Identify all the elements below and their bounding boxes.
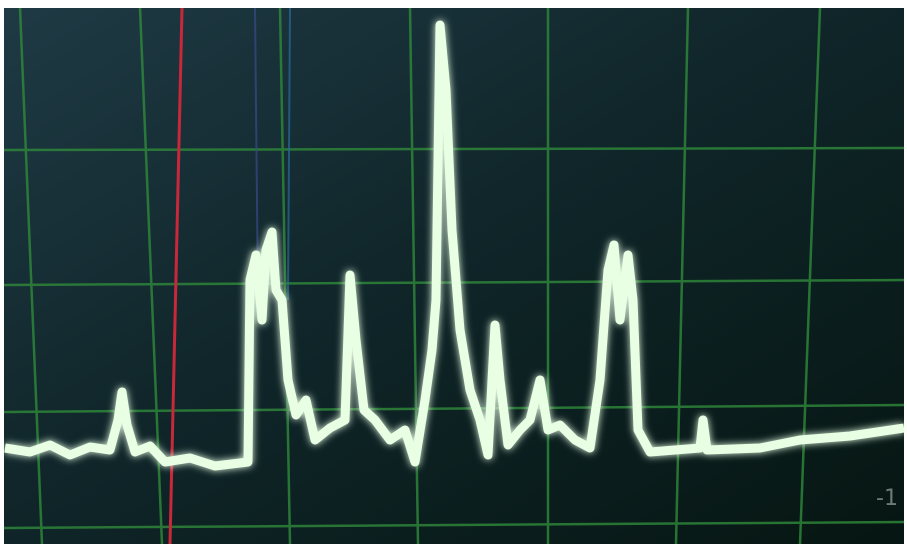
graticule	[3, 7, 905, 545]
marker-line	[168, 7, 184, 545]
grid-line	[18, 7, 44, 545]
grid-line	[798, 7, 822, 545]
grid-line	[3, 146, 905, 152]
corner-label: -1	[876, 486, 898, 511]
grid-line	[674, 7, 690, 545]
grid-line	[278, 7, 292, 545]
marker-line	[287, 7, 291, 301]
spectrum-trace	[4, 20, 905, 471]
grid-line	[3, 520, 905, 530]
grid-line	[3, 403, 905, 414]
